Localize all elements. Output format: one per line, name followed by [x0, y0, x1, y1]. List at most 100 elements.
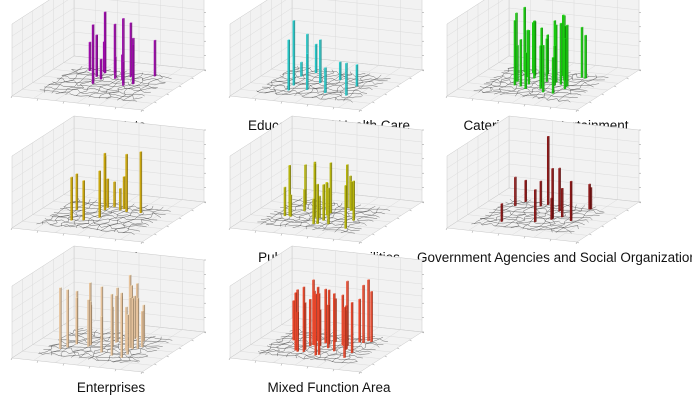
bar	[283, 186, 287, 217]
bar	[129, 22, 133, 78]
bar	[303, 189, 306, 212]
bar	[324, 288, 327, 344]
bar	[533, 20, 536, 79]
bar	[545, 38, 549, 82]
chart-3d-plot	[445, 115, 642, 245]
axis-ticks	[228, 129, 425, 245]
bar	[327, 187, 330, 225]
panel-caption: Enterprises	[76, 380, 146, 395]
bar	[313, 163, 317, 218]
bar	[370, 291, 373, 343]
bar	[324, 67, 327, 94]
bar	[558, 167, 561, 212]
bar	[304, 164, 307, 205]
bar	[316, 183, 319, 224]
bar	[114, 56, 117, 79]
chart-3d-plot	[10, 245, 207, 375]
bar-series	[283, 161, 355, 229]
bar-series	[500, 136, 593, 223]
bar	[133, 295, 136, 340]
bar-series	[70, 151, 143, 221]
chart-panel: Real Estate	[2, 0, 220, 140]
bar	[524, 52, 527, 89]
axis-ticks	[10, 129, 207, 245]
bar-series	[287, 20, 359, 96]
bar	[100, 315, 103, 353]
bar	[98, 170, 101, 218]
bar	[514, 176, 517, 207]
bar	[120, 292, 123, 358]
gridlines	[11, 118, 205, 240]
bar	[75, 173, 79, 211]
chart-panel: Mixed Function Area	[220, 245, 438, 402]
bar	[539, 180, 543, 207]
bar	[312, 198, 315, 225]
bar	[534, 189, 537, 223]
bar	[95, 34, 99, 77]
bar	[300, 61, 303, 77]
bar	[136, 297, 140, 349]
base-map	[36, 197, 171, 235]
bar	[584, 34, 587, 79]
bar	[292, 20, 296, 86]
bar	[115, 295, 118, 343]
bar	[338, 61, 342, 81]
bar	[546, 136, 550, 205]
bar	[358, 298, 361, 343]
bar	[333, 293, 336, 352]
bar	[565, 24, 569, 87]
bar	[306, 53, 309, 91]
bar-series	[88, 11, 157, 86]
axis-ticks	[445, 129, 642, 245]
axis-ticks	[228, 259, 425, 375]
bar	[287, 39, 290, 91]
bar	[524, 179, 527, 202]
bar	[59, 287, 62, 350]
bar-series	[59, 274, 146, 358]
bar	[131, 44, 135, 85]
axis-ticks	[10, 12, 207, 113]
bar	[551, 57, 555, 94]
bar	[314, 43, 318, 74]
chart-3d-plot	[10, 0, 207, 113]
bar	[580, 26, 584, 78]
bar	[139, 151, 143, 214]
axis-ticks	[228, 12, 425, 113]
bar	[113, 181, 116, 208]
bar	[119, 188, 122, 211]
bar	[128, 297, 132, 349]
bar	[110, 293, 114, 356]
chart-3d-plot	[228, 245, 425, 375]
bar	[91, 24, 95, 84]
chart-3d-plot	[228, 0, 425, 113]
bar	[89, 301, 92, 346]
bar	[563, 38, 567, 90]
bar	[343, 306, 346, 358]
chart-3d-plot	[10, 115, 207, 245]
panel-caption: Government Agencies and Social Organizat…	[417, 250, 692, 265]
bar	[527, 29, 531, 85]
axis-ticks	[10, 259, 207, 375]
bar	[122, 61, 125, 86]
bar	[350, 181, 353, 211]
bar	[106, 178, 110, 208]
bar	[541, 45, 545, 93]
bar	[87, 299, 90, 347]
bar	[362, 284, 365, 343]
chart-panel: Government Agencies and Social Organizat…	[417, 115, 692, 272]
bar	[551, 168, 554, 219]
bar	[329, 162, 333, 214]
bar	[345, 62, 348, 96]
bar	[308, 298, 312, 347]
bar	[122, 176, 126, 210]
bar	[352, 180, 355, 221]
bar	[126, 314, 129, 355]
bar	[141, 310, 144, 348]
bar	[319, 39, 322, 84]
bar	[103, 155, 107, 211]
bar	[550, 197, 553, 220]
bar	[355, 64, 359, 87]
bar	[344, 185, 347, 229]
bar	[317, 293, 321, 355]
chart-panel: Enterprises	[2, 245, 220, 402]
